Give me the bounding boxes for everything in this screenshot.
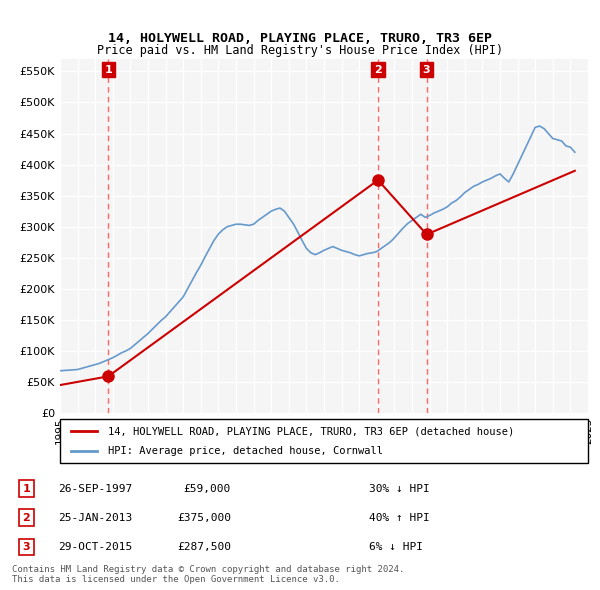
Text: 2: 2 (374, 65, 382, 74)
Text: 30% ↓ HPI: 30% ↓ HPI (369, 484, 430, 493)
Text: 14, HOLYWELL ROAD, PLAYING PLACE, TRURO, TR3 6EP (detached house): 14, HOLYWELL ROAD, PLAYING PLACE, TRURO,… (107, 427, 514, 436)
Text: 3: 3 (23, 542, 30, 552)
Text: 6% ↓ HPI: 6% ↓ HPI (369, 542, 423, 552)
Text: £375,000: £375,000 (177, 513, 231, 523)
FancyBboxPatch shape (60, 419, 588, 463)
Text: 25-JAN-2013: 25-JAN-2013 (58, 513, 133, 523)
Text: 1: 1 (23, 484, 30, 493)
Text: 14, HOLYWELL ROAD, PLAYING PLACE, TRURO, TR3 6EP: 14, HOLYWELL ROAD, PLAYING PLACE, TRURO,… (108, 32, 492, 45)
Text: 3: 3 (423, 65, 430, 74)
Text: £287,500: £287,500 (177, 542, 231, 552)
Text: 29-OCT-2015: 29-OCT-2015 (58, 542, 133, 552)
Text: HPI: Average price, detached house, Cornwall: HPI: Average price, detached house, Corn… (107, 446, 383, 455)
Text: 2: 2 (23, 513, 30, 523)
Text: £59,000: £59,000 (184, 484, 231, 493)
Text: 1: 1 (104, 65, 112, 74)
Text: 26-SEP-1997: 26-SEP-1997 (58, 484, 133, 493)
Text: Contains HM Land Registry data © Crown copyright and database right 2024.
This d: Contains HM Land Registry data © Crown c… (12, 565, 404, 584)
Text: 40% ↑ HPI: 40% ↑ HPI (369, 513, 430, 523)
Text: Price paid vs. HM Land Registry's House Price Index (HPI): Price paid vs. HM Land Registry's House … (97, 44, 503, 57)
